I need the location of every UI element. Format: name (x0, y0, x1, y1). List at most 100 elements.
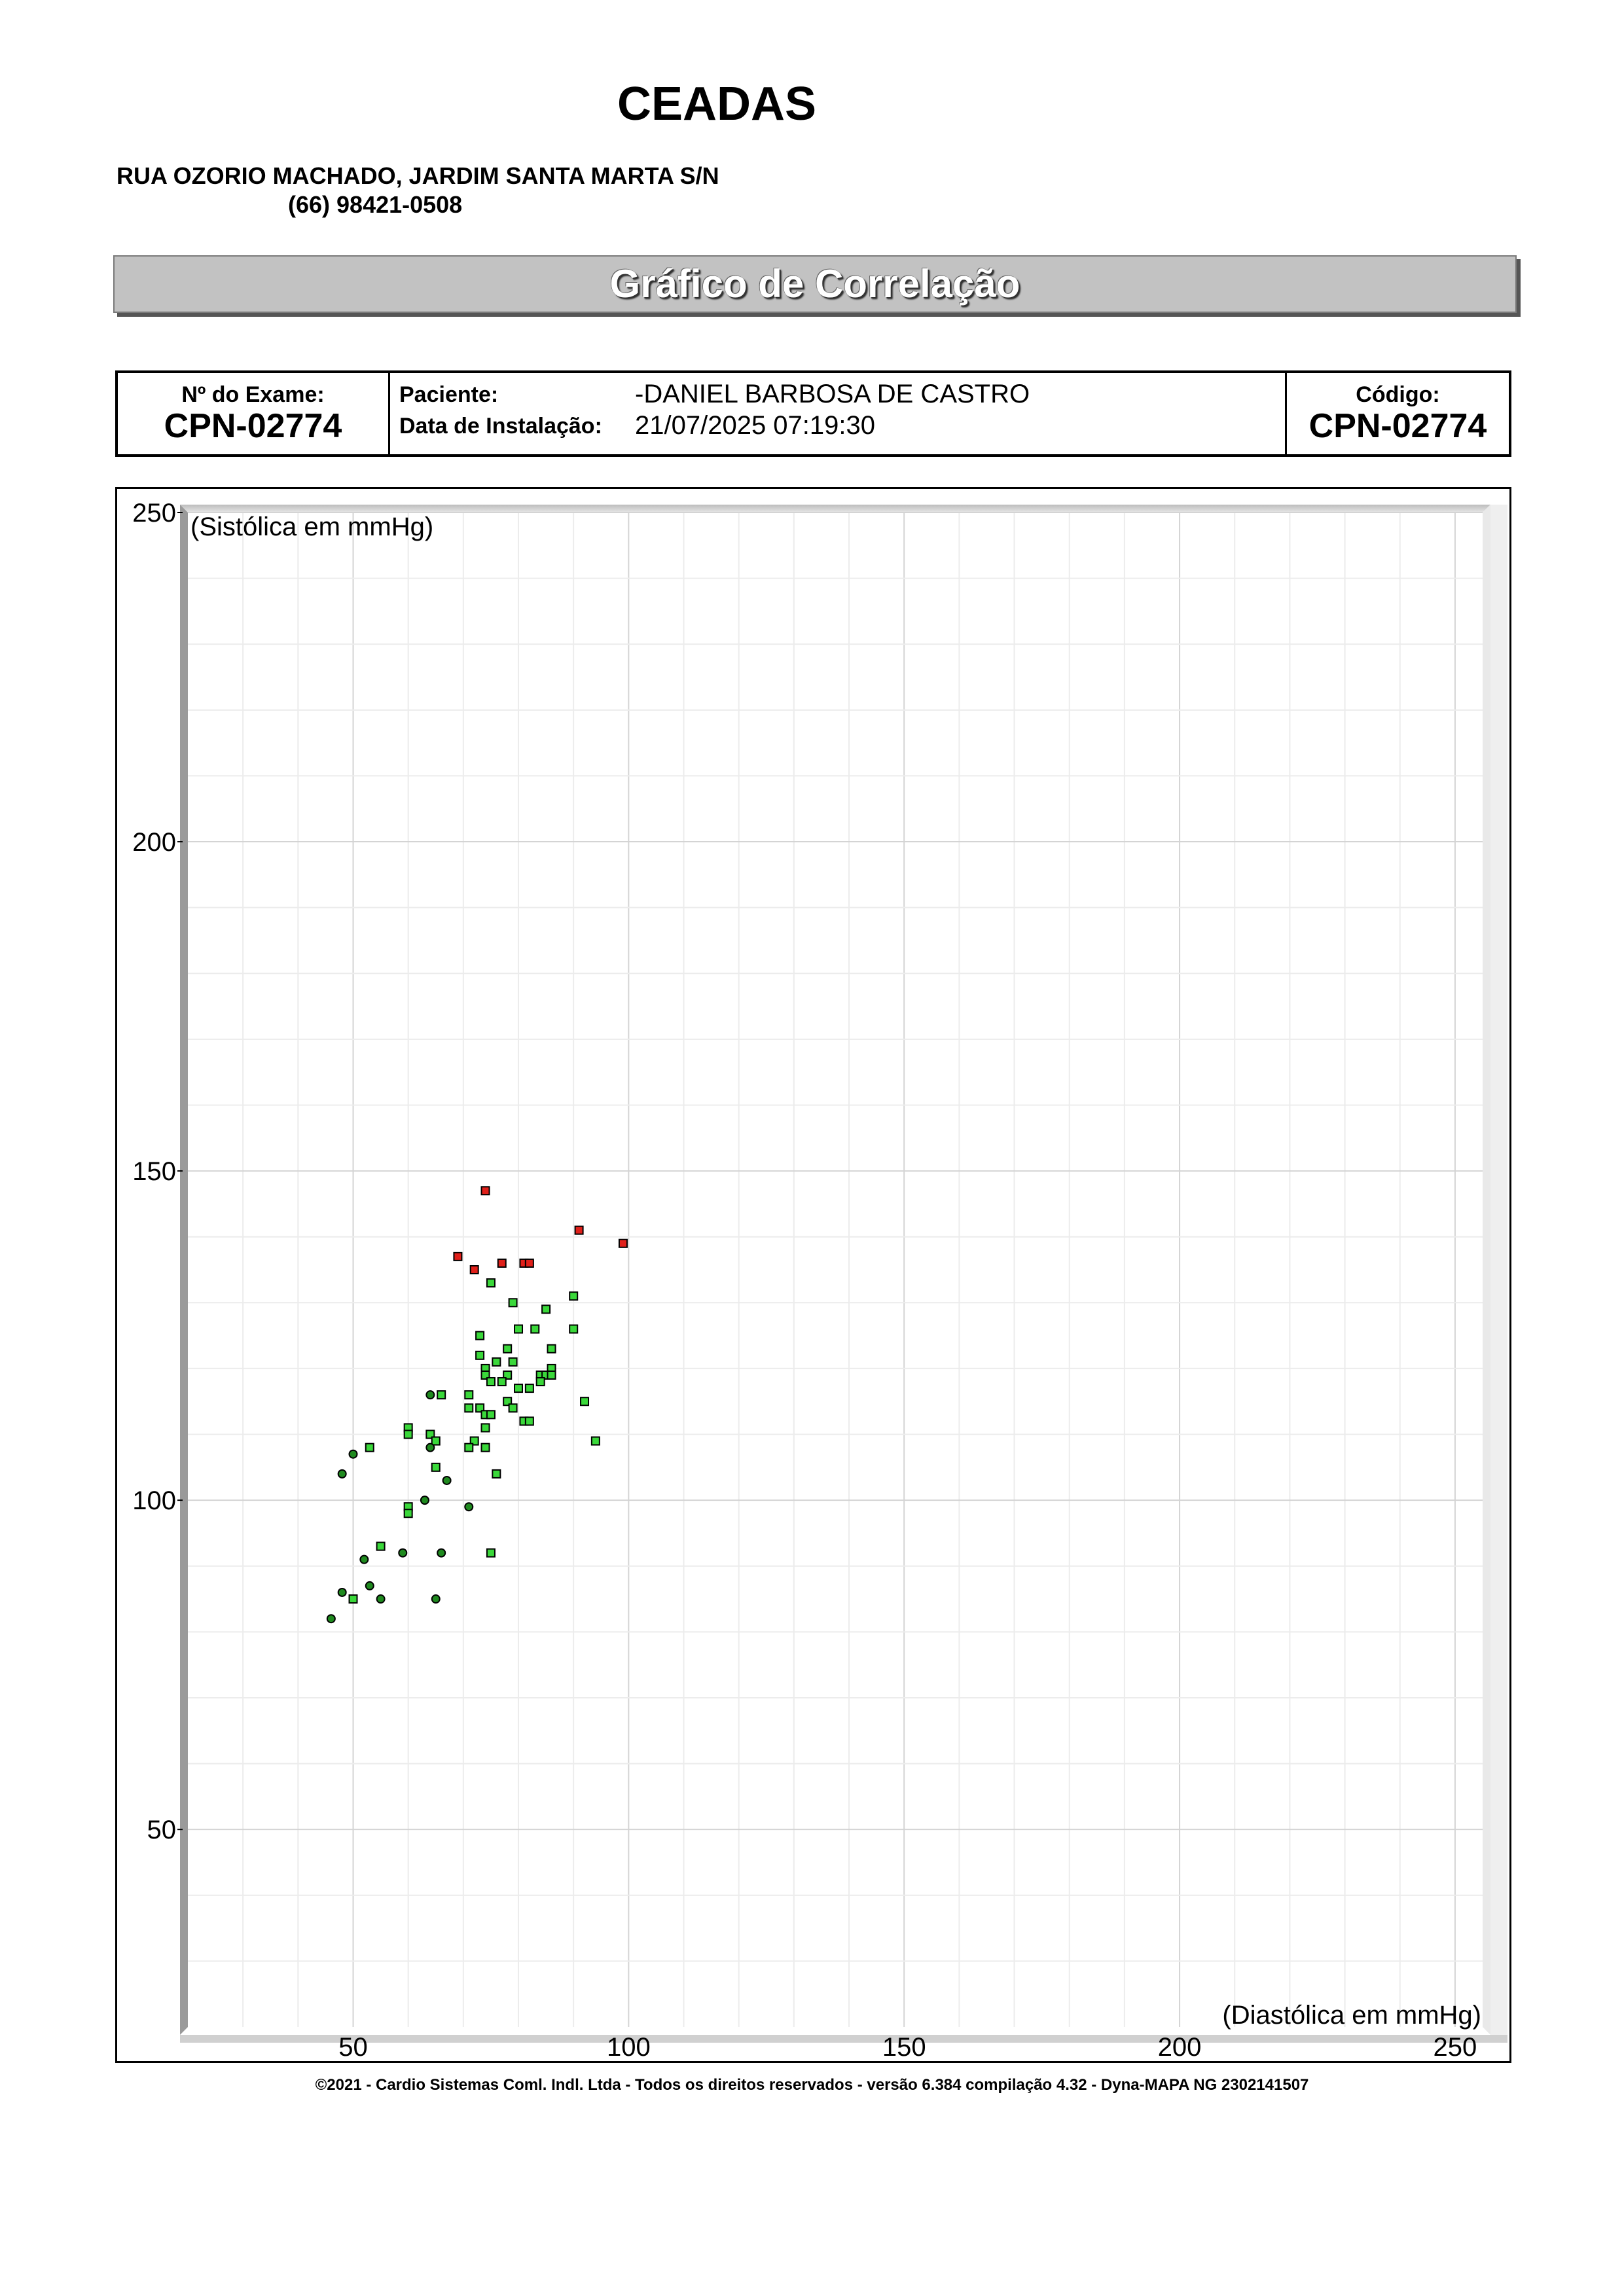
data-point (547, 1370, 556, 1380)
data-point (508, 1357, 518, 1367)
data-point (547, 1344, 556, 1354)
x-axis-label: (Diastólica em mmHg) (1222, 2001, 1481, 2030)
data-point (398, 1548, 408, 1558)
y-tick-label: 150 (132, 1157, 176, 1186)
data-point (348, 1449, 358, 1459)
code-value: CPN-02774 (1308, 407, 1487, 445)
data-point (492, 1357, 501, 1367)
install-date-label: Data de Instalação: (399, 414, 602, 439)
code-cell: Código: CPN-02774 (1287, 373, 1509, 454)
clinic-address: RUA OZORIO MACHADO, JARDIM SANTA MARTA S… (117, 162, 719, 189)
data-point (453, 1251, 463, 1261)
clinic-phone: (66) 98421-0508 (288, 191, 463, 218)
exam-number-label: Nº do Exame: (181, 382, 325, 407)
correlation-chart: 50 100 150 200 250 50 100 150 200 250 (Sistólica … (115, 487, 1511, 2063)
data-point (569, 1324, 579, 1334)
data-point (590, 1436, 600, 1446)
data-point (475, 1350, 485, 1360)
data-point (420, 1496, 429, 1505)
data-point (425, 1443, 435, 1452)
x-tick-label: 50 (338, 2033, 368, 2061)
data-point (403, 1429, 413, 1439)
y-tick-label: 250 (132, 499, 176, 528)
data-point (486, 1377, 496, 1387)
data-point (365, 1443, 374, 1452)
install-date-value: 21/07/2025 07:19:30 (635, 411, 876, 440)
x-tick-label: 150 (882, 2033, 926, 2061)
grid (188, 512, 1483, 2027)
data-point (580, 1397, 590, 1407)
data-point (535, 1377, 545, 1387)
data-point (486, 1278, 496, 1288)
data-point (464, 1403, 474, 1413)
y-tick-label: 100 (132, 1486, 176, 1515)
scatter-plot: 50 100 150 200 250 50 100 150 200 250 (Sistólica … (132, 499, 1507, 2061)
data-point (574, 1225, 584, 1235)
data-point (541, 1304, 551, 1314)
data-point (503, 1397, 513, 1407)
data-point (486, 1548, 496, 1558)
data-point (464, 1502, 474, 1512)
data-point (337, 1587, 347, 1597)
exam-number-cell: Nº do Exame: CPN-02774 (118, 373, 390, 454)
patient-name: -DANIEL BARBOSA DE CASTRO (635, 380, 1030, 408)
data-point (508, 1403, 518, 1413)
data-point (403, 1509, 413, 1518)
data-point (475, 1331, 485, 1340)
data-point (442, 1475, 452, 1485)
data-point (480, 1443, 490, 1452)
axis-ticks: 50 100 150 200 250 50 100 150 200 250 (132, 499, 1477, 2061)
data-point (480, 1370, 490, 1380)
data-point (497, 1258, 507, 1268)
patient-cell: Paciente: -DANIEL BARBOSA DE CASTRO Data… (390, 373, 1287, 454)
data-point (376, 1541, 386, 1551)
frame-right-panel (1490, 505, 1507, 2035)
data-point (497, 1377, 507, 1387)
clinic-name: CEADAS (617, 78, 817, 130)
y-axis-label: (Sistólica em mmHg) (190, 512, 433, 541)
data-point (569, 1291, 579, 1301)
data-point (469, 1265, 479, 1274)
frame-top-edge (180, 505, 1490, 512)
frame-bottom-edge (180, 2035, 1507, 2043)
data-point (503, 1344, 513, 1354)
data-point (437, 1390, 446, 1400)
data-point (524, 1384, 534, 1393)
data-point (530, 1324, 540, 1334)
report-title-banner: Gráfico de Correlação (113, 255, 1517, 313)
data-point (475, 1403, 485, 1413)
patient-label: Paciente: (399, 382, 499, 407)
data-point (326, 1614, 336, 1624)
data-point (376, 1594, 386, 1604)
data-point (469, 1436, 479, 1446)
x-tick-label: 200 (1158, 2033, 1202, 2061)
data-point (337, 1469, 347, 1479)
data-point (492, 1469, 501, 1479)
x-tick-label: 100 (607, 2033, 651, 2061)
data-point (480, 1423, 490, 1433)
footer-copyright: ©2021 - Cardio Sistemas Coml. Indl. Ltda… (315, 2076, 1309, 2094)
data-point (464, 1443, 474, 1452)
data-point (486, 1410, 496, 1420)
exam-info-box: Nº do Exame: CPN-02774 Paciente: -DANIEL… (115, 370, 1511, 457)
data-point (524, 1416, 534, 1426)
code-label: Código: (1356, 382, 1440, 407)
exam-number-value: CPN-02774 (164, 407, 342, 445)
y-tick-label: 50 (147, 1816, 177, 1844)
data-point (464, 1390, 474, 1400)
data-point (508, 1298, 518, 1308)
frame-left-edge (180, 505, 188, 2035)
data-point (437, 1548, 446, 1558)
data-point (503, 1370, 513, 1380)
data-point (425, 1390, 435, 1400)
data-points (326, 1186, 628, 1624)
y-tick-label: 200 (132, 828, 176, 857)
x-tick-label: 250 (1434, 2033, 1477, 2061)
data-point (365, 1581, 374, 1590)
data-point (431, 1594, 441, 1604)
data-point (514, 1384, 524, 1393)
data-point (431, 1462, 441, 1472)
data-point (618, 1238, 628, 1248)
frame-right-edge (1483, 505, 1490, 2035)
data-point (514, 1324, 524, 1334)
